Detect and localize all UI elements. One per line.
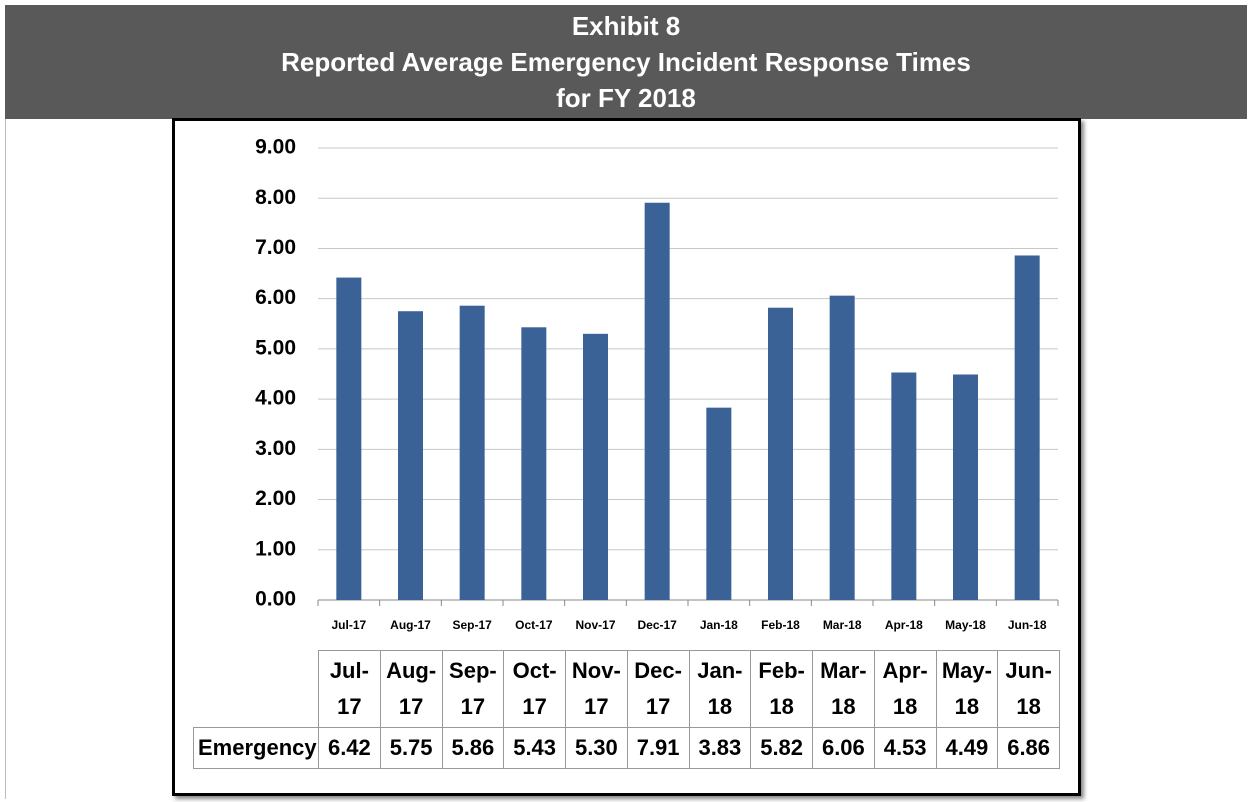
table-corner bbox=[193, 650, 319, 728]
table-category: Aug-17 bbox=[379, 650, 443, 728]
table-value: 5.43 bbox=[503, 727, 566, 769]
x-tick-label: Feb-18 bbox=[761, 618, 800, 632]
x-tick-label: Mar-18 bbox=[823, 618, 862, 632]
header: Exhibit 8 Reported Average Emergency Inc… bbox=[5, 5, 1247, 119]
y-tick-label: 4.00 bbox=[255, 387, 296, 410]
x-tick-label: Jul-17 bbox=[331, 618, 366, 632]
x-tick-label: May-18 bbox=[945, 618, 986, 632]
bar bbox=[768, 307, 793, 600]
table-value: 6.06 bbox=[812, 727, 875, 769]
table-category: Sep-17 bbox=[441, 650, 505, 728]
table-value: 4.49 bbox=[935, 727, 999, 769]
bar bbox=[891, 372, 917, 600]
y-tick-label: 0.00 bbox=[255, 588, 296, 611]
table-category: Jan-18 bbox=[688, 650, 752, 728]
x-tick-label: Dec-17 bbox=[637, 618, 677, 632]
table-value: 5.82 bbox=[750, 727, 813, 769]
table-category: Jun-18 bbox=[997, 650, 1060, 728]
bar bbox=[1014, 255, 1040, 600]
table-value: 3.83 bbox=[688, 727, 752, 769]
x-tick-label: Nov-17 bbox=[575, 618, 615, 632]
table-value: 4.53 bbox=[873, 727, 937, 769]
y-tick-label: 3.00 bbox=[255, 437, 296, 460]
data-table: Jul-17 Aug-17 Sep-17 Oct-17 Nov-17 Dec-17 Jan-… bbox=[193, 650, 1060, 769]
x-tick-label: Sep-17 bbox=[452, 618, 492, 632]
y-tick-label: 6.00 bbox=[255, 286, 296, 309]
y-tick-label: 1.00 bbox=[255, 537, 296, 560]
y-tick-label: 8.00 bbox=[255, 186, 296, 209]
bar bbox=[336, 277, 362, 600]
bar bbox=[706, 407, 732, 600]
x-tick-label: Apr-18 bbox=[885, 618, 923, 632]
table-value: 5.86 bbox=[441, 727, 505, 769]
bar bbox=[829, 295, 855, 600]
table-value: 6.86 bbox=[997, 727, 1060, 769]
title-line: for FY 2018 bbox=[556, 83, 696, 113]
bar bbox=[953, 374, 978, 600]
y-tick-label: 5.00 bbox=[255, 336, 296, 359]
y-tick-label: 2.00 bbox=[255, 487, 296, 510]
title-line: Exhibit 8 bbox=[571, 11, 681, 41]
x-tick-label: Oct-17 bbox=[515, 618, 553, 632]
row-label: Emergency bbox=[193, 727, 319, 769]
bar bbox=[583, 333, 608, 600]
x-tick-label: Jun-18 bbox=[1008, 618, 1047, 632]
bar bbox=[459, 305, 485, 600]
table-value: 5.75 bbox=[379, 727, 443, 769]
y-tick-label: 7.00 bbox=[255, 236, 296, 259]
table-category: Jul-17 bbox=[318, 650, 381, 728]
table-value: 7.91 bbox=[626, 727, 690, 769]
table-category: May-18 bbox=[935, 650, 999, 728]
title-line: Reported Average Emergency Incident Resp… bbox=[281, 47, 971, 77]
table-value: 6.42 bbox=[318, 727, 381, 769]
bar bbox=[398, 311, 423, 600]
y-tick-label: 9.00 bbox=[255, 136, 296, 159]
table-data-row: Emergency 6.42 5.75 5.86 5.43 5.30 7.91 3.83 5.8… bbox=[193, 727, 1060, 769]
chart-frame bbox=[172, 118, 1081, 796]
bar bbox=[521, 327, 547, 600]
table-value: 5.30 bbox=[565, 727, 628, 769]
page-edge bbox=[5, 119, 6, 799]
table-category: Feb-18 bbox=[750, 650, 813, 728]
x-tick-label: Jan-18 bbox=[700, 618, 738, 632]
table-category: Dec-17 bbox=[626, 650, 690, 728]
table-category: Oct-17 bbox=[503, 650, 566, 728]
table-header-row: Jul-17 Aug-17 Sep-17 Oct-17 Nov-17 Dec-17 Jan-… bbox=[193, 650, 1060, 728]
table-category: Apr-18 bbox=[873, 650, 937, 728]
table-category: Nov-17 bbox=[565, 650, 628, 728]
x-tick-label: Aug-17 bbox=[390, 618, 431, 632]
table-category: Mar-18 bbox=[812, 650, 875, 728]
bar bbox=[644, 202, 670, 600]
